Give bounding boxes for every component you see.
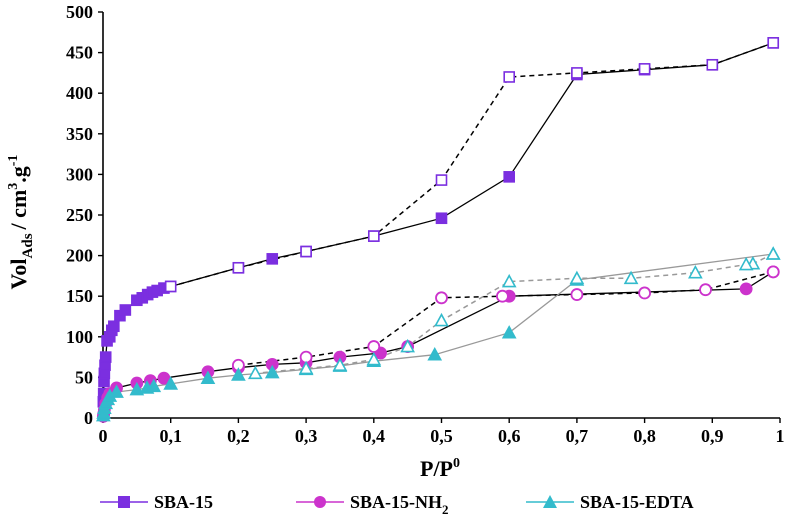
adsorption-point-sba-15-edta (231, 367, 246, 381)
adsorption-point-sba-15-nh (157, 371, 171, 385)
legend-label-sba15-edta: SBA-15-EDTA (580, 492, 694, 512)
x-axis-title: P/P0 (420, 456, 460, 481)
y-tick-label: 0 (84, 408, 93, 428)
desorption-point-sba-15 (503, 71, 516, 83)
desorption-point-sba-15-edta (247, 365, 263, 380)
x-tick-label: 0,8 (633, 426, 656, 446)
adsorption-point-sba-15-nh (739, 282, 753, 296)
y-tick-label: 400 (66, 83, 93, 103)
desorption-point-sba-15-edta (400, 338, 415, 353)
adsorption-point-sba-15-edta (146, 378, 162, 393)
desorption-point-sba-15-nh (699, 283, 712, 297)
desorption-point-sba-15-edta (623, 270, 639, 285)
desorption-point-sba-15-edta (738, 256, 754, 271)
adsorption-point-sba-15-edta (200, 370, 216, 385)
x-tick-label: 0,9 (701, 426, 724, 446)
adsorption-point-sba-15 (503, 171, 516, 183)
desorption-point-sba-15-edta (332, 357, 348, 372)
y-tick-label: 450 (66, 43, 93, 63)
x-tick-label: 0,1 (159, 426, 182, 446)
legend-marker-square (118, 496, 130, 508)
y-tick-label: 250 (66, 205, 93, 225)
desorption-point-sba-15-edta (434, 312, 449, 327)
adsorption-point-sba-15 (99, 351, 112, 363)
plot-area: 0 50 100 150 200 250 300 350 400 450 500 0 0,1 0,2 0,3… (66, 2, 785, 446)
y-tick-label: 50 (75, 367, 93, 387)
desorption-point-sba-15 (232, 261, 245, 274)
desorption-point-sba-15-nh (367, 340, 381, 353)
x-tick-label: 0,7 (566, 426, 589, 446)
x-tick-label: 0,4 (363, 426, 386, 446)
legend: SBA-15 SBA-15-NH2 SBA-15-EDTA (100, 492, 694, 517)
adsorption-point-sba-15-edta (264, 364, 280, 379)
y-tick-label: 150 (66, 286, 93, 306)
desorption-point-sba-15 (571, 67, 583, 79)
adsorption-point-sba-15 (119, 304, 132, 316)
desorption-point-sba-15-edta (569, 270, 585, 285)
y-tick-label: 200 (66, 246, 93, 266)
x-tick-label: 0,6 (498, 426, 521, 446)
y-axis-title: VolAds/ cm3.g-1 (6, 155, 36, 290)
desorption-point-sba-15-edta (298, 360, 314, 375)
adsorption-line-sba-15-edta (102, 253, 774, 416)
desorption-point-sba-15-edta (688, 264, 703, 279)
adsorption-point-sba-15-edta (129, 381, 145, 396)
desorption-line-sba-15 (170, 42, 774, 288)
x-tick-label: 0,5 (430, 426, 453, 446)
legend-marker-circle (314, 496, 326, 508)
desorption-point-sba-15-edta (765, 246, 781, 260)
legend-marker-triangle (543, 495, 557, 508)
y-tick-label: 500 (66, 2, 93, 22)
legend-item-sba15-nh2: SBA-15-NH2 (296, 492, 449, 517)
x-tick-label: 0 (99, 426, 108, 446)
desorption-point-sba-15 (300, 245, 312, 258)
desorption-point-sba-15-nh (766, 265, 780, 279)
legend-item-sba15: SBA-15 (100, 492, 213, 512)
desorption-point-sba-15 (367, 230, 380, 242)
desorption-point-sba-15 (435, 174, 448, 186)
desorption-point-sba-15 (638, 63, 651, 75)
adsorption-point-sba-15-edta (109, 384, 124, 398)
x-tick-label: 0,2 (227, 426, 250, 446)
legend-item-sba15-edta: SBA-15-EDTA (526, 492, 694, 512)
adsorption-point-sba-15-edta (163, 376, 179, 390)
adsorption-point-sba-15 (108, 320, 120, 333)
legend-label-sba15-nh2: SBA-15-NH2 (350, 492, 449, 517)
adsorption-point-sba-15-edta (501, 325, 517, 339)
desorption-point-sba-15-nh (570, 288, 584, 301)
x-tick-label: 1 (776, 426, 785, 446)
legend-label-sba15: SBA-15 (154, 492, 213, 512)
desorption-point-sba-15-nh (638, 286, 651, 300)
desorption-point-sba-15-edta (501, 273, 517, 288)
adsorption-point-sba-15 (435, 212, 448, 225)
desorption-point-sba-15 (706, 58, 719, 71)
x-tick-label: 0,3 (295, 426, 318, 446)
desorption-point-sba-15-edta (366, 351, 382, 366)
desorption-point-sba-15 (767, 37, 780, 49)
y-tick-label: 300 (66, 164, 93, 184)
adsorption-point-sba-15 (266, 253, 279, 265)
y-tick-label: 100 (66, 327, 93, 347)
desorption-point-sba-15-nh (496, 289, 509, 303)
desorption-point-sba-15 (164, 280, 177, 293)
y-tick-label: 350 (66, 124, 93, 144)
adsorption-point-sba-15-edta (427, 346, 443, 361)
desorption-point-sba-15-nh (435, 291, 448, 305)
